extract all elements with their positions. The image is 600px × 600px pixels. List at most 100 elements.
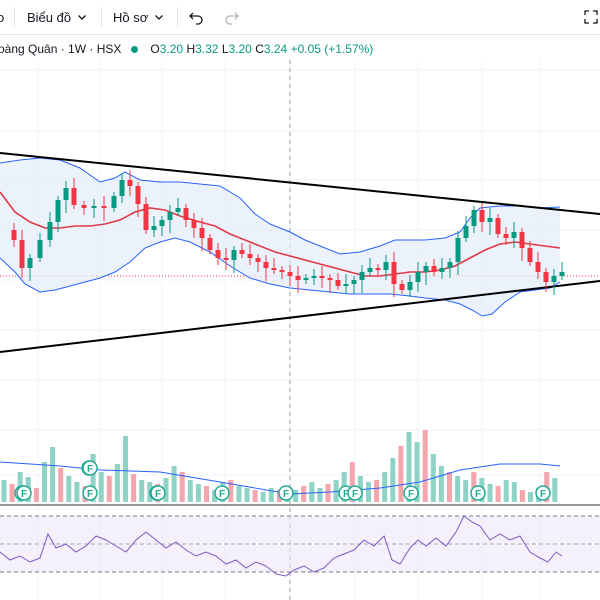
fundamental-marker-label: F bbox=[352, 489, 358, 500]
fundamental-marker-label: F bbox=[283, 489, 289, 500]
volume-bar bbox=[131, 474, 137, 502]
candle-body bbox=[101, 206, 107, 208]
top-toolbar: o Biểu đồ Hồ sơ bbox=[0, 0, 600, 35]
profile-menu-label: Hồ sơ bbox=[113, 9, 149, 25]
candle-body bbox=[383, 262, 389, 270]
lower-trend-line bbox=[0, 280, 600, 353]
candle-body bbox=[503, 234, 509, 238]
volume-ma-line bbox=[0, 461, 561, 495]
undo-button[interactable] bbox=[188, 6, 204, 28]
volume-bar bbox=[33, 488, 39, 502]
price-chart[interactable]: FFFFFFFFFFFFFF bbox=[0, 34, 600, 600]
fundamental-marker-label: F bbox=[87, 489, 93, 500]
volume-bar bbox=[106, 476, 112, 502]
volume-bar bbox=[98, 472, 104, 502]
candle-body bbox=[543, 272, 549, 282]
volume-bar bbox=[260, 492, 266, 502]
volume-bar bbox=[349, 462, 355, 502]
candle-body bbox=[351, 280, 357, 284]
candle-body bbox=[455, 238, 461, 262]
toolbar-fragment-label: o bbox=[0, 9, 5, 25]
fundamental-marker-label: F bbox=[408, 489, 414, 500]
candle-body bbox=[423, 266, 429, 272]
high-label: H bbox=[186, 42, 196, 56]
volume-bar bbox=[123, 436, 128, 502]
candle-body bbox=[287, 272, 293, 276]
fundamental-marker bbox=[347, 485, 363, 501]
candle-body bbox=[135, 186, 141, 204]
candle-body bbox=[399, 284, 405, 290]
redo-button[interactable] bbox=[224, 6, 240, 28]
candle-body bbox=[255, 258, 261, 262]
close-label: C bbox=[255, 42, 264, 56]
candle-body bbox=[11, 230, 17, 240]
candle-body bbox=[279, 270, 285, 272]
candle-body bbox=[119, 180, 125, 196]
volume-bar bbox=[9, 484, 15, 502]
fundamental-marker bbox=[214, 485, 230, 501]
bollinger-upper-band bbox=[0, 157, 561, 255]
candle-body bbox=[63, 188, 69, 200]
fundamental-marker bbox=[82, 460, 98, 476]
volume-bar bbox=[422, 430, 428, 502]
volume-bar bbox=[195, 484, 201, 502]
candle-body bbox=[511, 232, 517, 238]
candle-body bbox=[319, 276, 325, 278]
toolbar-divider bbox=[101, 7, 102, 27]
volume-bar bbox=[503, 480, 509, 502]
candle-body bbox=[359, 272, 365, 280]
volume-bar bbox=[495, 486, 501, 502]
fundamental-marker bbox=[150, 485, 166, 501]
low-value: 3.20 bbox=[228, 42, 252, 56]
toolbar-fragment[interactable]: o bbox=[0, 6, 4, 28]
candle-body bbox=[463, 226, 469, 238]
candle-body bbox=[479, 210, 485, 222]
fundamental-marker-label: F bbox=[475, 489, 481, 500]
candle-body bbox=[535, 262, 541, 272]
candle-body bbox=[27, 258, 33, 268]
volume-bar bbox=[325, 484, 331, 502]
high-value: 3.32 bbox=[195, 42, 219, 56]
fullscreen-icon bbox=[584, 10, 598, 24]
candle-body bbox=[159, 220, 165, 226]
volume-bar bbox=[212, 490, 218, 502]
fundamental-marker bbox=[278, 485, 294, 501]
candle-body bbox=[207, 238, 213, 250]
volume-bar bbox=[455, 476, 461, 502]
bollinger-lower-band bbox=[0, 237, 561, 317]
symbol-title[interactable]: oàng Quân · 1W · HSX bbox=[0, 42, 122, 56]
volume-bar bbox=[293, 490, 299, 502]
candle-body bbox=[367, 268, 373, 272]
upper-trend-line bbox=[0, 152, 600, 215]
candle-body bbox=[495, 218, 501, 234]
candle-body bbox=[295, 276, 301, 280]
fundamental-marker bbox=[535, 485, 551, 501]
volume-bar bbox=[301, 486, 307, 502]
fundamental-marker-label: F bbox=[219, 489, 225, 500]
rsi-band-fill bbox=[0, 516, 600, 572]
fundamental-markers[interactable]: FFFFFFFFFFFFFF bbox=[14, 460, 551, 501]
candle-body bbox=[439, 268, 445, 272]
fundamental-marker-label: F bbox=[540, 489, 546, 500]
candle-body bbox=[551, 276, 557, 282]
volume-bar bbox=[228, 480, 234, 502]
chart-menu-button[interactable]: Biểu đồ bbox=[27, 6, 87, 28]
volume-bar bbox=[74, 482, 80, 502]
volume-bar bbox=[552, 478, 558, 502]
candle-body bbox=[167, 212, 173, 220]
fullscreen-button[interactable] bbox=[584, 6, 598, 28]
candle-body bbox=[247, 254, 253, 258]
volume-bar bbox=[317, 488, 323, 502]
candle-body bbox=[175, 208, 181, 212]
volume-bar bbox=[139, 480, 145, 502]
candle-body bbox=[343, 284, 349, 286]
candle-body bbox=[415, 272, 421, 282]
volume-bar bbox=[58, 468, 64, 502]
trend-lines[interactable] bbox=[0, 152, 600, 353]
volume-bar bbox=[398, 446, 404, 502]
chevron-down-icon bbox=[78, 15, 87, 20]
candle-body bbox=[335, 280, 341, 286]
candle-body bbox=[303, 278, 309, 280]
profile-menu-button[interactable]: Hồ sơ bbox=[113, 6, 164, 28]
candle-body bbox=[183, 208, 189, 220]
